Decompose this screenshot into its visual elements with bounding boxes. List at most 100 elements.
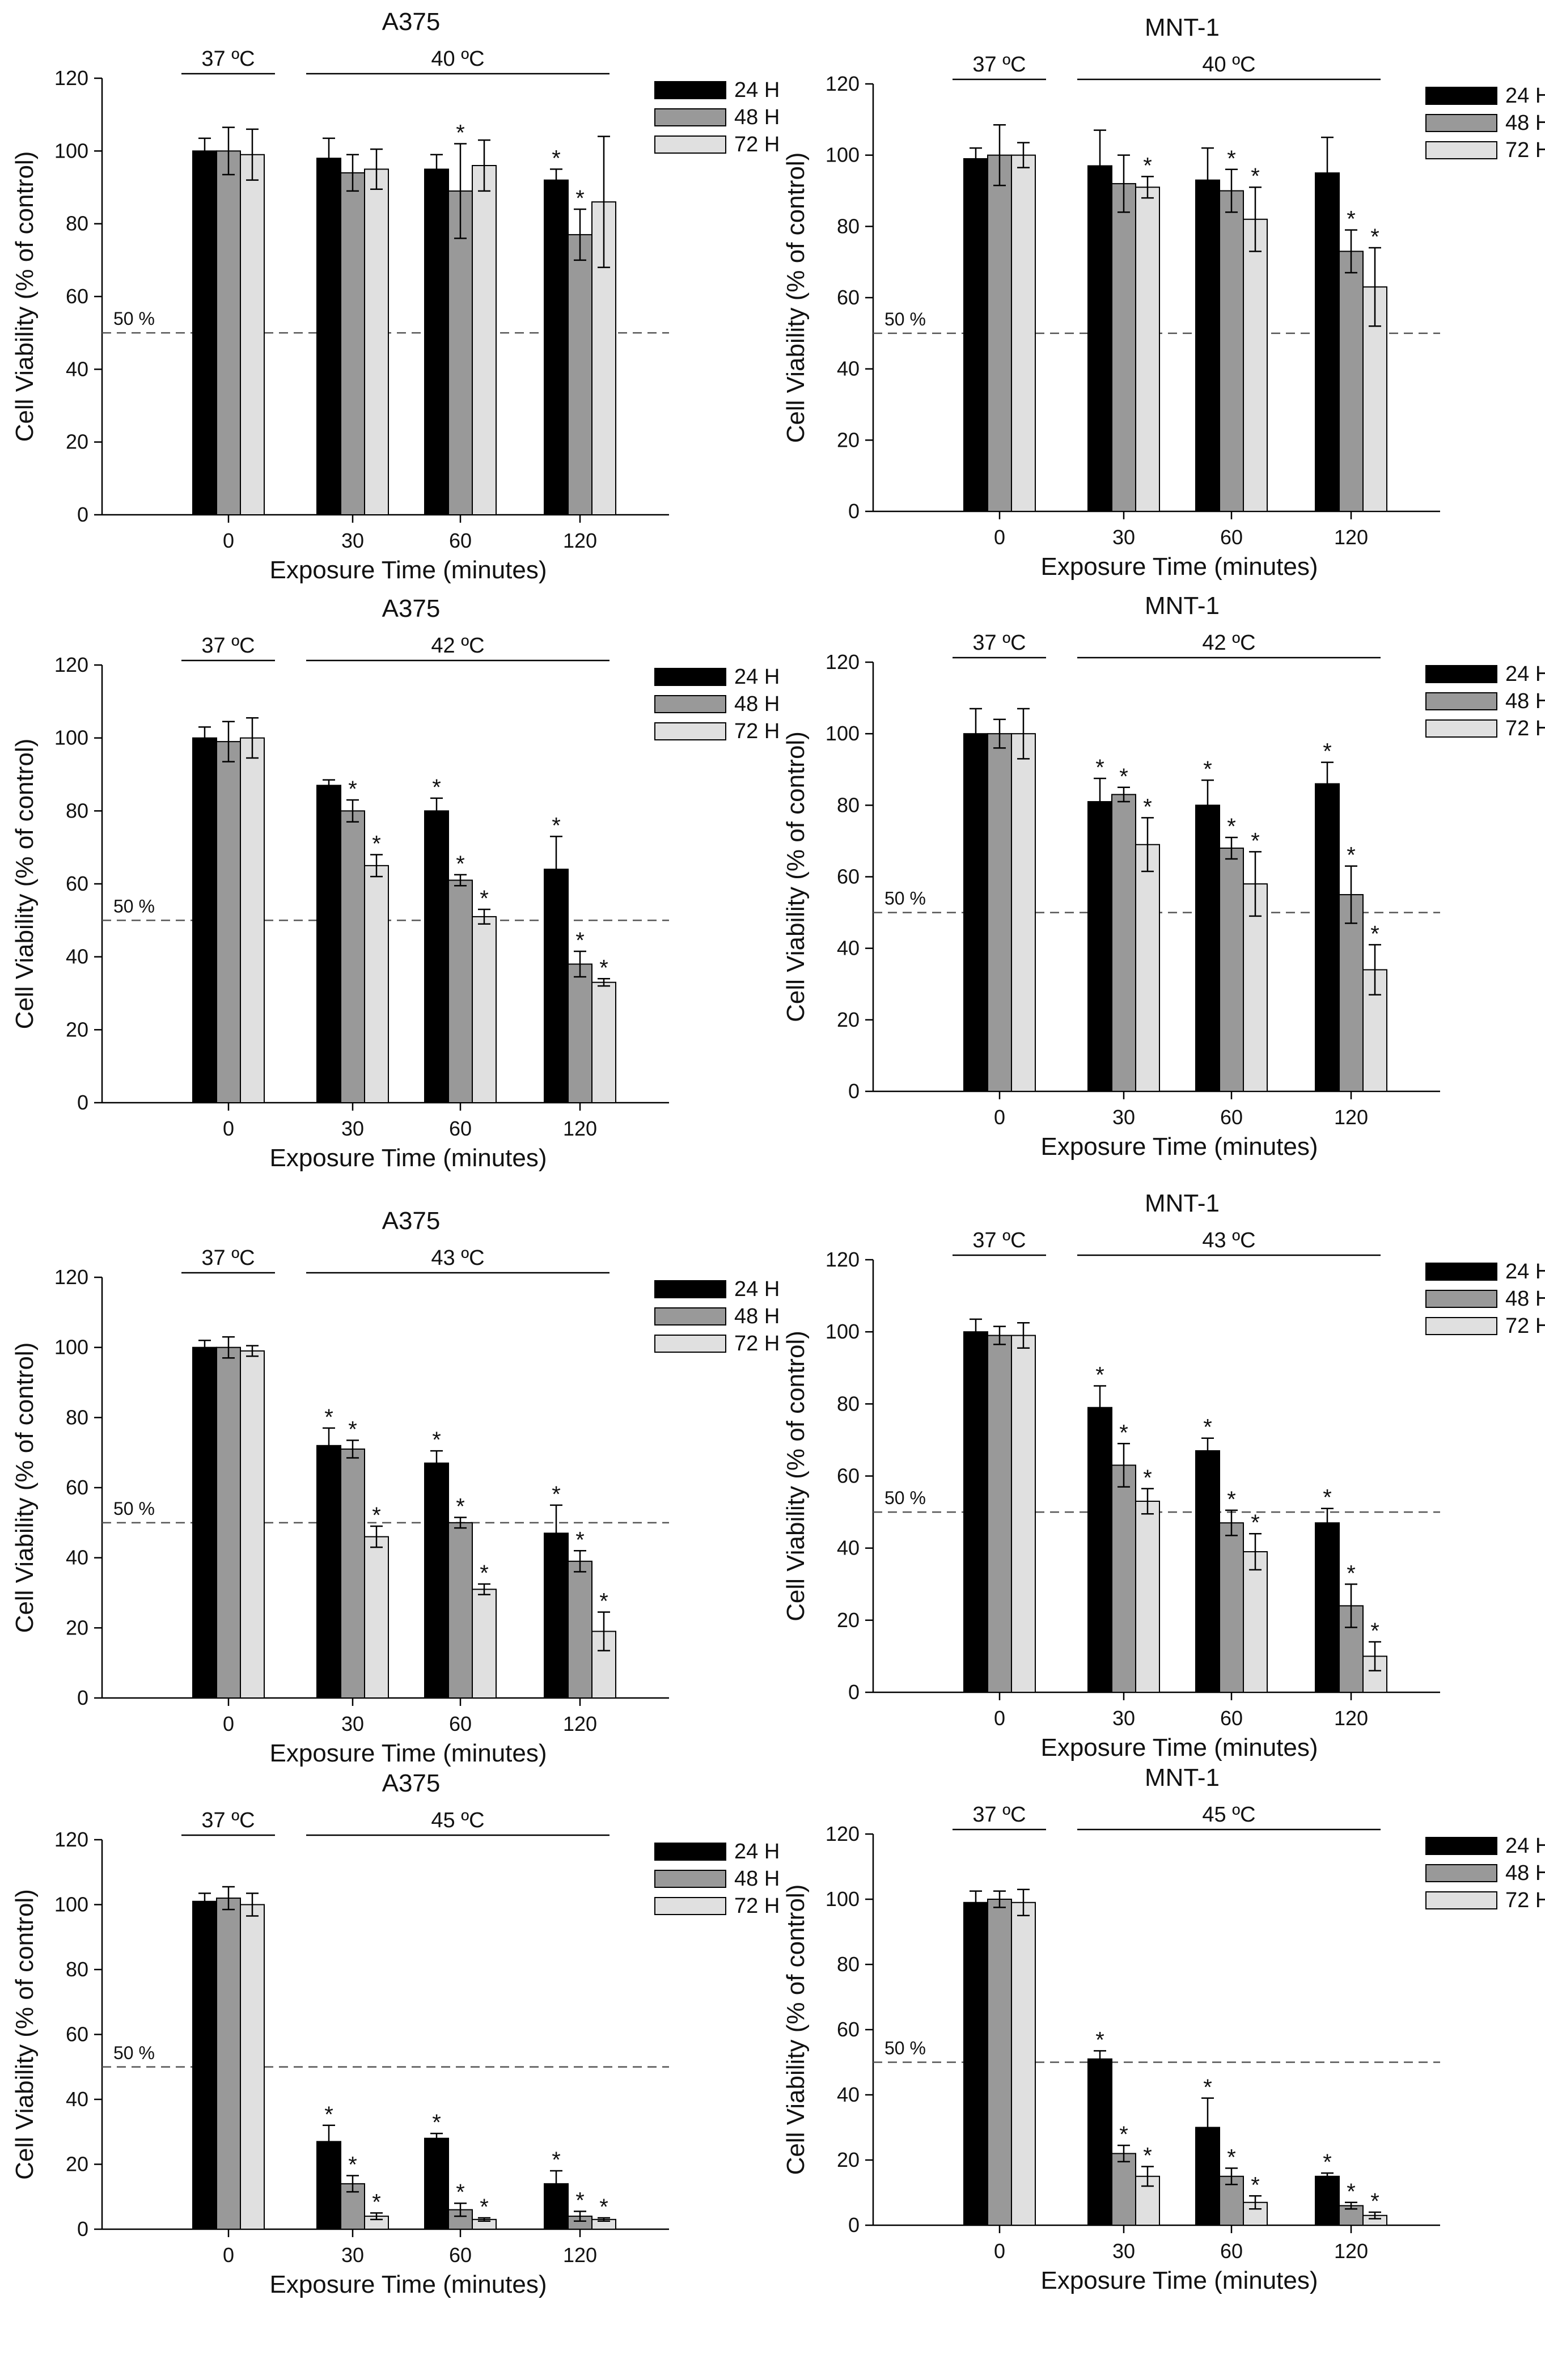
bar-72h-120 xyxy=(591,981,616,1103)
control-temp-label: 37 ºC xyxy=(201,1809,255,1832)
chart-panel-6: MNT-1 37 ºC 43 ºC 0 20 40 60 80 100 120 Cell Viabi… xyxy=(782,1189,1545,1761)
y-tick-label: 120 xyxy=(826,1248,860,1271)
panel-title: MNT-1 xyxy=(1145,1189,1220,1217)
bar-48h-0 xyxy=(216,1898,241,2230)
control-temp-label: 37 ºC xyxy=(972,53,1026,77)
x-tick-label: 60 xyxy=(1220,2239,1243,2263)
x-axis-title: Exposure Time (minutes) xyxy=(1040,1133,1318,1161)
bar-24h-120 xyxy=(1315,172,1340,513)
x-tick-label: 30 xyxy=(341,1117,364,1140)
x-tick-label: 120 xyxy=(563,529,597,552)
bar-48h-0 xyxy=(987,733,1012,1092)
significance-marker: * xyxy=(1119,1420,1128,1445)
legend-label-2: 72 H xyxy=(734,719,780,743)
reference-line-label: 50 % xyxy=(884,888,926,909)
legend-swatch-1 xyxy=(1425,1290,1497,1308)
legend-label-1: 48 H xyxy=(734,692,780,716)
significance-marker: * xyxy=(1347,2179,1356,2204)
bar-48h-30 xyxy=(340,172,365,516)
y-tick-label: 80 xyxy=(66,1958,88,1981)
treatment-temp-label: 45 ºC xyxy=(431,1809,484,1832)
legend-swatch-1 xyxy=(654,1307,726,1325)
reference-line-label: 50 % xyxy=(113,308,155,329)
x-tick-label: 60 xyxy=(1220,1706,1243,1730)
legend-label-2: 72 H xyxy=(734,133,780,156)
bar-48h-120 xyxy=(568,1560,592,1699)
control-temp-label: 37 ºC xyxy=(972,631,1026,655)
y-tick-label: 60 xyxy=(66,872,88,895)
bar-24h-60 xyxy=(424,168,449,515)
x-axis-title: Exposure Time (minutes) xyxy=(269,1739,547,1767)
y-tick-label: 100 xyxy=(54,139,88,162)
treatment-temp-label: 40 ºC xyxy=(431,47,484,71)
y-tick-label: 120 xyxy=(54,66,88,90)
x-tick-label: 60 xyxy=(449,529,472,552)
control-temp-label: 37 ºC xyxy=(972,1803,1026,1827)
y-tick-label: 60 xyxy=(66,2023,88,2046)
bar-48h-30 xyxy=(1111,183,1136,512)
bar-48h-60 xyxy=(1219,1522,1244,1693)
bar-24h-120 xyxy=(544,179,569,515)
y-axis-title: Cell Viability (% of control) xyxy=(782,153,810,443)
significance-marker: * xyxy=(1143,1466,1152,1490)
bar-72h-30 xyxy=(1135,187,1160,512)
bar-72h-60 xyxy=(1243,218,1268,512)
chart-panel-1: A375 37 ºC 40 ºC 0 20 40 60 80 100 120 Cell Viabil… xyxy=(11,8,780,584)
bar-72h-0 xyxy=(1011,733,1036,1092)
bar-72h-30 xyxy=(1135,844,1160,1092)
x-axis-title: Exposure Time (minutes) xyxy=(1040,2267,1318,2294)
x-tick-label: 30 xyxy=(1112,1706,1135,1730)
bar-24h-0 xyxy=(192,1346,217,1699)
bar-24h-30 xyxy=(1087,801,1112,1092)
significance-marker: * xyxy=(432,2110,441,2135)
legend-label-2: 72 H xyxy=(734,1332,780,1356)
significance-marker: * xyxy=(324,1405,333,1430)
y-tick-label: 60 xyxy=(837,286,860,309)
y-tick-label: 120 xyxy=(54,1828,88,1851)
legend-swatch-1 xyxy=(1425,1864,1497,1882)
y-tick-label: 80 xyxy=(837,1392,860,1415)
bar-48h-0 xyxy=(987,154,1012,512)
x-tick-label: 30 xyxy=(1112,1106,1135,1129)
y-axis-title: Cell Viability (% of control) xyxy=(782,731,810,1022)
y-tick-label: 20 xyxy=(66,430,88,454)
y-tick-label: 60 xyxy=(66,1476,88,1499)
significance-marker: * xyxy=(552,2148,561,2173)
x-axis-title: Exposure Time (minutes) xyxy=(1040,1734,1318,1761)
y-tick-label: 100 xyxy=(826,143,860,167)
bar-48h-60 xyxy=(1219,190,1244,512)
chart-panel-3: A375 37 ºC 42 ºC 0 20 40 60 80 100 120 Cell Viabil… xyxy=(11,595,780,1172)
reference-line-label: 50 % xyxy=(884,2038,926,2059)
significance-marker: * xyxy=(1227,1487,1236,1512)
reference-line-label: 50 % xyxy=(884,1488,926,1508)
bar-24h-0 xyxy=(963,1331,988,1693)
bar-24h-120 xyxy=(1315,1522,1340,1693)
y-tick-label: 100 xyxy=(826,1887,860,1911)
y-tick-label: 40 xyxy=(837,937,860,960)
significance-marker: * xyxy=(1323,739,1332,764)
legend-label-1: 48 H xyxy=(1505,689,1545,713)
significance-marker: * xyxy=(1251,164,1260,189)
y-tick-label: 20 xyxy=(837,2148,860,2171)
significance-marker: * xyxy=(575,2188,585,2213)
x-tick-label: 0 xyxy=(223,529,234,552)
significance-marker: * xyxy=(372,832,381,857)
bar-72h-0 xyxy=(240,1350,265,1699)
significance-marker: * xyxy=(1323,2150,1332,2175)
significance-marker: * xyxy=(372,1503,381,1528)
legend-swatch-2 xyxy=(654,1897,726,1915)
legend-label-0: 24 H xyxy=(734,665,780,689)
significance-marker: * xyxy=(432,775,441,800)
y-tick-label: 40 xyxy=(66,357,88,380)
y-tick-label: 0 xyxy=(77,1686,88,1709)
y-axis-title: Cell Viability (% of control) xyxy=(11,1889,39,2180)
y-tick-label: 120 xyxy=(54,1265,88,1289)
y-tick-label: 120 xyxy=(826,650,860,674)
significance-marker: * xyxy=(575,186,585,211)
bar-72h-0 xyxy=(240,737,265,1103)
chart-panel-8: MNT-1 37 ºC 45 ºC 0 20 40 60 80 100 120 Cell Viabi… xyxy=(782,1764,1545,2294)
legend-label-2: 72 H xyxy=(1505,1888,1545,1912)
y-tick-label: 20 xyxy=(837,1608,860,1632)
bar-72h-0 xyxy=(240,154,265,515)
